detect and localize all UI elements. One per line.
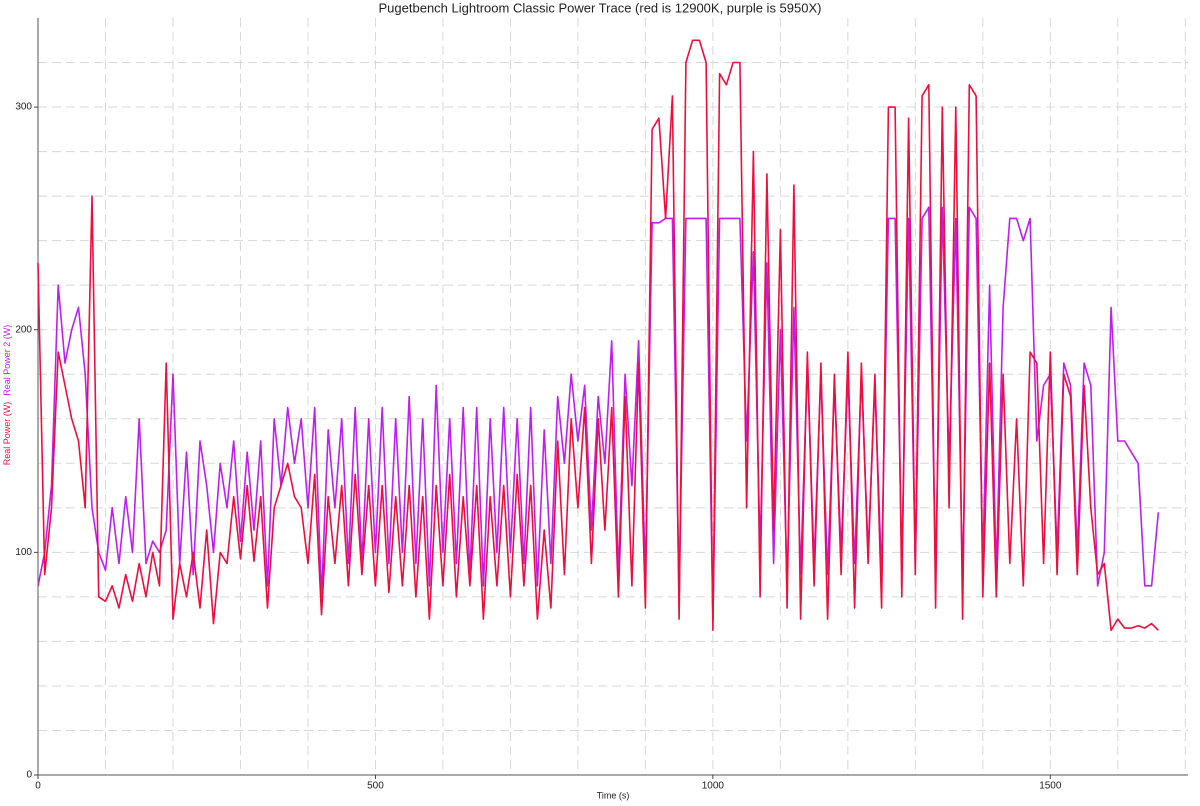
y-axis-label: Real Power (W) Real Power 2 (W) (2, 325, 12, 466)
series-label: Real Power 2 (W) (2, 325, 12, 396)
chart-title: Pugetbench Lightroom Classic Power Trace… (379, 0, 822, 15)
series-label: Real Power (W) (2, 402, 12, 466)
x-tick-label: 500 (367, 781, 384, 792)
series-line (37, 206, 1160, 620)
y-tick-label: 100 (15, 547, 32, 558)
x-axis-label: Time (s) (597, 790, 630, 800)
y-tick-label: 0 (26, 770, 32, 781)
series-line (37, 39, 1159, 632)
y-tick-label: 200 (15, 324, 32, 335)
x-tick-label: 0 (35, 781, 41, 792)
y-tick-label: 300 (15, 102, 32, 113)
x-tick-label: 1000 (702, 781, 725, 792)
x-tick-label: 1500 (1039, 781, 1062, 792)
